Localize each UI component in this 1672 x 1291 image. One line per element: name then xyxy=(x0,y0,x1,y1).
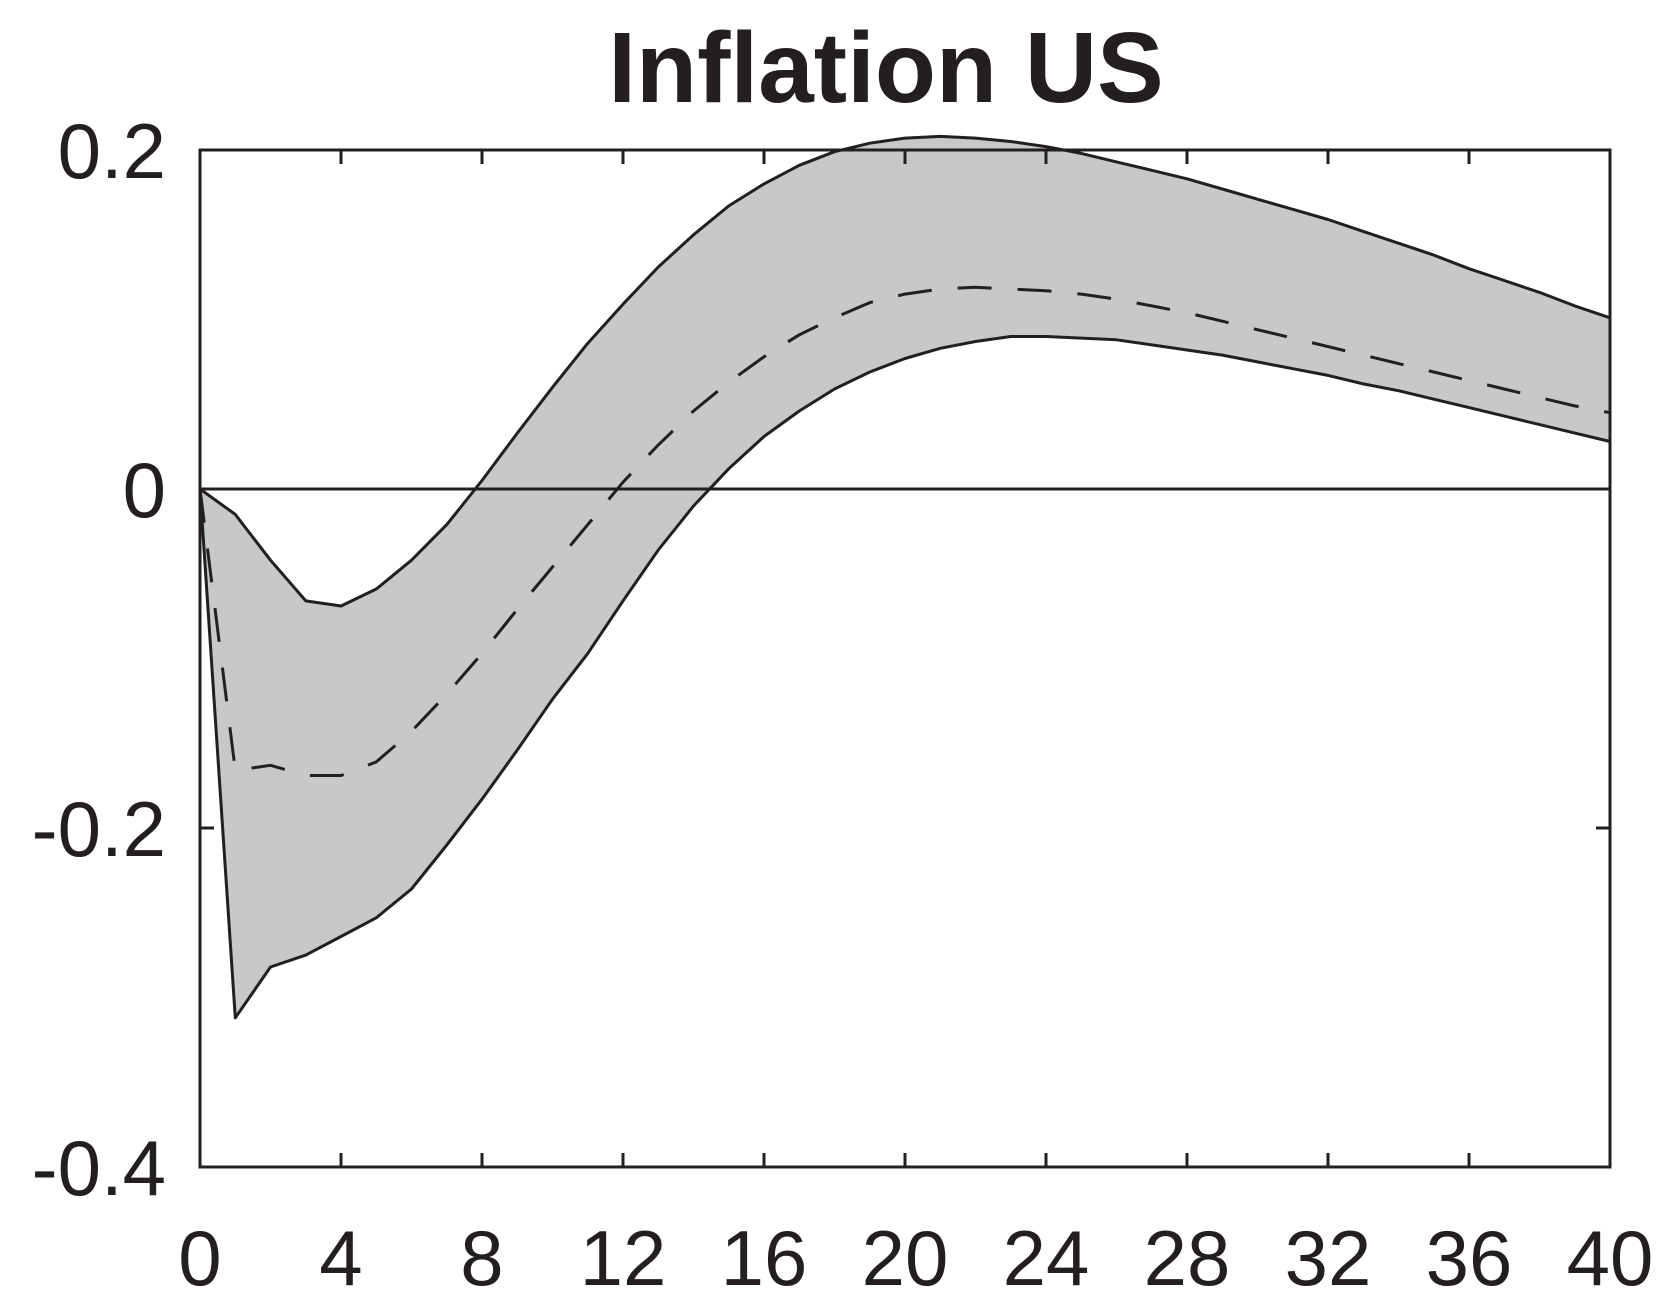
axes: 0 4 8 12 16 20 24 28 32 36 40 0.2 0 -0.2 -0.4 xyxy=(32,107,1654,1291)
y-tick-label: -0.4 xyxy=(32,1124,166,1212)
series-lower-bound-line xyxy=(198,335,1611,1020)
plot-area xyxy=(198,134,1611,1020)
x-tick-label: 8 xyxy=(460,1214,503,1291)
x-tick-label: 40 xyxy=(1567,1214,1654,1291)
y-tick-label: 0.2 xyxy=(58,107,166,195)
x-tick-label: 28 xyxy=(1144,1214,1231,1291)
x-tick-label: 0 xyxy=(178,1214,221,1291)
series-upper-bound-line xyxy=(199,134,1611,608)
x-tick-label: 12 xyxy=(580,1214,667,1291)
x-tick-label: 32 xyxy=(1285,1214,1372,1291)
y-tick-label: -0.2 xyxy=(32,785,166,873)
x-tick-label: 4 xyxy=(319,1214,362,1291)
confidence-band xyxy=(200,136,1610,1018)
chart-title: Inflation US xyxy=(608,12,1164,124)
series-median-line xyxy=(198,285,1611,777)
x-tick-label: 24 xyxy=(1003,1214,1090,1291)
y-tick-label: 0 xyxy=(123,446,166,534)
x-tick-label: 16 xyxy=(721,1214,808,1291)
x-tick-label: 20 xyxy=(862,1214,949,1291)
x-tick-label: 36 xyxy=(1426,1214,1513,1291)
